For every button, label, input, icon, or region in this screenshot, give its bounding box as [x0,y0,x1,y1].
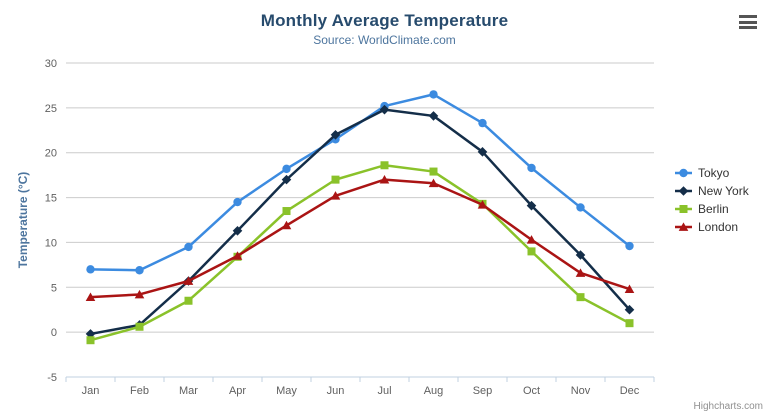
data-point-tokyo[interactable] [429,90,438,99]
data-point-london[interactable] [428,178,439,188]
x-axis: Jan Feb Mar Apr May Jun Jul Aug Sep Oct Nov Dec [65,376,655,397]
data-point-berlin[interactable] [86,336,95,345]
data-point-berlin[interactable] [576,293,585,302]
y-axis-tick-label: 0 [51,327,57,339]
data-point-new-york[interactable] [281,174,292,185]
series-line-london[interactable] [89,178,631,299]
x-axis-tick-label: Jun [327,385,345,397]
data-point-tokyo[interactable] [282,164,291,174]
data-point-berlin[interactable] [527,247,536,256]
series-berlin[interactable] [86,161,634,345]
legend-item-tokyo[interactable]: Tokyo [674,164,749,182]
data-point-berlin[interactable] [429,167,438,176]
data-point-london[interactable] [379,175,390,184]
legend-label: New York [698,184,749,198]
data-point-tokyo[interactable] [625,241,634,251]
data-point-new-york[interactable] [232,225,243,236]
x-axis-tick-label: Mar [179,385,198,397]
legend-item-london[interactable]: London [674,218,749,236]
data-point-tokyo[interactable] [86,265,95,274]
legend-marker-berlin[interactable] [679,205,688,213]
legend-symbol-square-icon [675,205,692,213]
series-london[interactable] [85,175,635,302]
data-point-london[interactable] [624,284,635,293]
data-point-berlin[interactable] [380,161,389,170]
data-point-tokyo[interactable] [527,163,536,173]
y-axis-tick-label: -5 [47,372,57,384]
data-point-new-york[interactable] [477,147,488,157]
data-point-berlin[interactable] [184,296,193,305]
legend-item-berlin[interactable]: Berlin [674,200,749,218]
hamburger-bar [739,26,757,29]
legend-item-new-york[interactable]: New York [674,182,749,200]
chart-subtitle: Source: WorldClimate.com [313,33,456,47]
x-axis-tick-label: May [276,385,297,397]
series-line-new-york[interactable] [89,108,631,336]
data-point-tokyo[interactable] [135,266,144,275]
data-point-new-york[interactable] [575,250,586,260]
y-axis-tick-label: 10 [45,237,57,249]
data-point-london[interactable] [281,220,292,230]
y-axis-tick-label: 5 [51,282,57,294]
legend-label: Tokyo [698,166,730,180]
legend-symbol-triangle-icon [675,222,692,231]
x-axis-tick-label: Sep [473,385,493,397]
legend: Tokyo New York Berlin London [674,164,749,236]
x-axis-tick-label: Oct [523,385,540,397]
data-point-tokyo[interactable] [184,242,193,252]
legend-symbol-circle-icon [675,168,692,178]
x-axis-tick-label: Jan [82,385,100,397]
legend-marker-london[interactable] [678,222,689,231]
legend-marker-tokyo[interactable] [679,168,688,178]
chart-title: Monthly Average Temperature [260,11,509,30]
data-point-london[interactable] [232,251,243,260]
hamburger-bar [739,20,757,24]
data-point-new-york[interactable] [526,200,537,211]
x-axis-tick-label: Feb [130,385,149,397]
x-axis-tick-label: Aug [424,385,444,397]
hamburger-bar [739,15,757,18]
y-axis-tick-label: 30 [45,58,57,70]
legend-label: Berlin [698,202,729,216]
x-axis-tick-label: Apr [229,385,246,397]
series-tokyo[interactable] [86,90,634,275]
hamburger-icon[interactable] [739,15,757,29]
y-axis-title: Temperature (°C) [16,171,30,269]
y-axis-tick-label: 25 [45,103,57,115]
data-point-new-york[interactable] [379,104,390,115]
data-point-tokyo[interactable] [233,197,242,207]
y-axis-tick-label: 20 [45,148,57,160]
data-point-new-york[interactable] [428,111,439,121]
data-point-new-york[interactable] [330,129,341,140]
data-point-berlin[interactable] [625,319,634,328]
x-axis-tick-label: Dec [620,385,640,397]
data-point-tokyo[interactable] [576,203,585,212]
y-axis-tick-label: 15 [45,193,57,205]
highcharts-credit-link[interactable]: Highcharts.com [693,401,763,412]
legend-label: London [698,220,739,234]
legend-marker-new-york[interactable] [678,186,689,196]
series-line-tokyo[interactable] [89,93,631,272]
data-point-london[interactable] [183,276,194,285]
legend-symbol-diamond-icon [675,186,692,196]
data-point-london[interactable] [526,235,537,244]
data-point-london[interactable] [477,200,488,209]
data-point-berlin[interactable] [135,322,144,331]
data-point-london[interactable] [330,191,341,200]
y-gridlines: 30 25 20 15 10 5 0 -5 [45,58,654,384]
data-point-new-york[interactable] [85,329,96,339]
data-point-berlin[interactable] [282,207,291,216]
data-point-london[interactable] [134,289,145,299]
data-point-berlin[interactable] [331,175,340,184]
data-point-london[interactable] [85,292,96,302]
data-point-tokyo[interactable] [478,118,487,128]
x-axis-tick-label: Jul [377,385,391,397]
series-new-york[interactable] [85,104,635,339]
data-point-london[interactable] [575,268,586,277]
series-line-berlin[interactable] [89,164,631,342]
x-axis-tick-label: Nov [571,385,591,397]
data-point-new-york[interactable] [624,304,635,315]
